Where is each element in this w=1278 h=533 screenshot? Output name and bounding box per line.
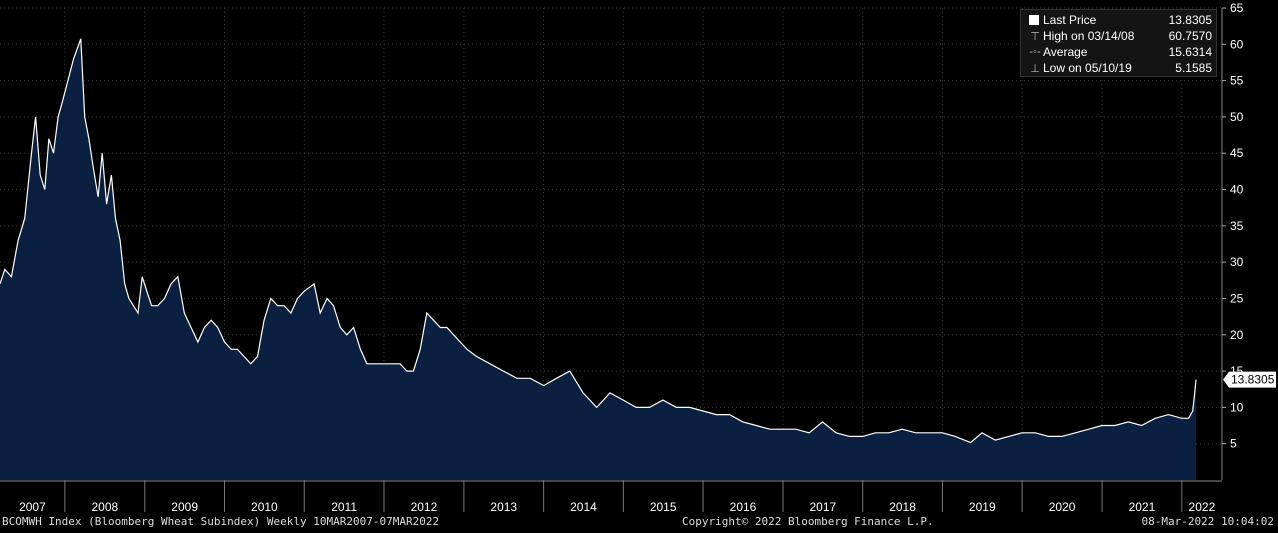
x-tick-label: 2013 — [490, 500, 517, 514]
y-tick-label: 60 — [1230, 37, 1244, 51]
legend-high: ⊤ High on 03/14/08 60.7570 — [1027, 28, 1212, 44]
legend-low: ⊥ Low on 05/10/19 5.1585 — [1027, 60, 1212, 76]
average-marker-icon: -◦- — [1029, 46, 1041, 58]
x-tick-label: 2012 — [411, 500, 438, 514]
x-tick-label: 2009 — [171, 500, 198, 514]
y-tick-label: 5 — [1230, 437, 1237, 451]
x-tick-label: 2021 — [1129, 500, 1156, 514]
legend-last-price: Last Price 13.8305 — [1027, 12, 1212, 28]
y-tick-label: 40 — [1230, 183, 1244, 197]
y-tick-label: 55 — [1230, 74, 1244, 88]
x-tick-label: 2016 — [730, 500, 757, 514]
y-tick-label: 50 — [1230, 110, 1244, 124]
last-price-tag — [1223, 371, 1276, 388]
y-tick-label: 25 — [1230, 291, 1244, 305]
x-tick-label: 2007 — [19, 500, 46, 514]
price-area — [0, 38, 1196, 481]
high-marker-icon: ⊤ — [1030, 30, 1040, 43]
y-tick-label: 30 — [1230, 255, 1244, 269]
x-axis: 2007 2008 2009 2010 2011 2012 2013 2014 2015 2016… — [0, 480, 1222, 514]
y-tick-label: 45 — [1230, 146, 1244, 160]
last-price-value: 13.8305 — [1231, 373, 1275, 387]
x-tick-label: 2020 — [1049, 500, 1076, 514]
y-tick-label: 10 — [1230, 400, 1244, 414]
x-tick-label: 2022 — [1189, 500, 1216, 514]
x-tick-label: 2017 — [809, 500, 836, 514]
x-tick-label: 2015 — [650, 500, 677, 514]
last-price-marker: 13.8305 — [1223, 371, 1276, 388]
y-tick-label: 35 — [1230, 219, 1244, 233]
footer-copyright: Copyright© 2022 Bloomberg Finance L.P. — [682, 515, 934, 528]
footer-index-info: BCOMWH Index (Bloomberg Wheat Subindex) … — [2, 515, 440, 528]
white-square-icon — [1029, 15, 1039, 25]
x-tick-label: 2011 — [331, 500, 357, 514]
x-tick-label: 2008 — [91, 500, 118, 514]
price-line — [0, 38, 1197, 444]
legend: Last Price 13.8305 ⊤ High on 03/14/08 60… — [1020, 9, 1217, 77]
y-tick-label: 20 — [1230, 328, 1244, 342]
x-grid-lines — [64, 8, 1183, 480]
y-tick-label: 65 — [1230, 1, 1244, 15]
x-tick-label: 2019 — [969, 500, 996, 514]
x-tick-label: 2018 — [889, 500, 916, 514]
footer-timestamp: 08-Mar-2022 10:04:02 — [1141, 515, 1274, 528]
legend-average: -◦- Average 15.6314 — [1027, 44, 1212, 60]
low-marker-icon: ⊥ — [1030, 62, 1040, 75]
x-tick-label: 2010 — [251, 500, 278, 514]
x-tick-label: 2014 — [570, 500, 597, 514]
